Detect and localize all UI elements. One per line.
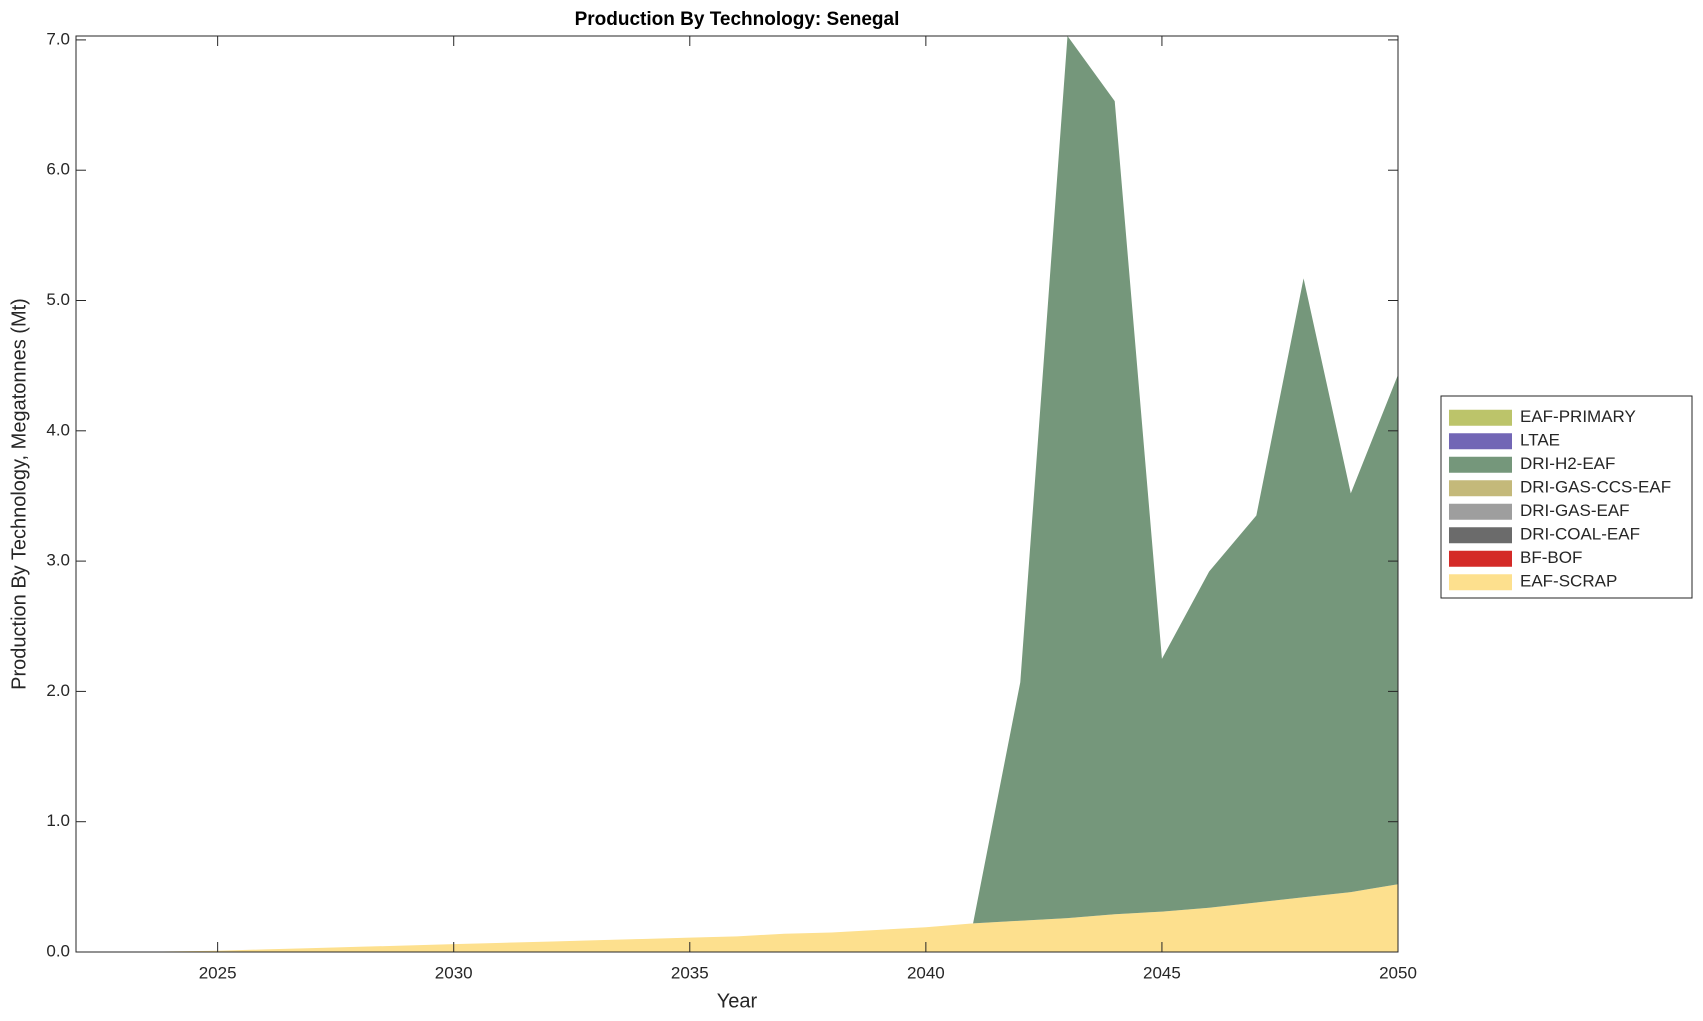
legend-swatch: [1449, 409, 1512, 426]
x-tick-label: 2025: [199, 963, 237, 982]
x-tick-label: 2045: [1143, 963, 1181, 982]
x-tick-label: 2050: [1379, 963, 1417, 982]
y-tick-label: 2.0: [46, 681, 70, 700]
legend-box: [1440, 395, 1693, 599]
y-tick-label: 7.0: [46, 29, 70, 48]
x-tick-label: 2040: [907, 963, 945, 982]
legend-label: BF-BOF: [1520, 548, 1582, 567]
legend-swatch: [1449, 574, 1512, 591]
legend-swatch: [1449, 550, 1512, 567]
legend-swatch: [1449, 503, 1512, 520]
area: [76, 884, 1398, 952]
legend-swatch: [1449, 456, 1512, 473]
legend-label: EAF-PRIMARY: [1520, 407, 1636, 426]
legend-swatch: [1449, 527, 1512, 544]
y-tick-label: 3.0: [46, 551, 70, 570]
legend-swatch: [1449, 480, 1512, 497]
legend-label: DRI-GAS-EAF: [1520, 501, 1630, 520]
chart-title: Production By Technology: Senegal: [575, 9, 900, 30]
legend-label: DRI-COAL-EAF: [1520, 525, 1640, 544]
y-tick-label: 5.0: [46, 290, 70, 309]
y-axis-label: Production By Technology, Megatonnes (Mt…: [8, 298, 30, 690]
x-tick-label: 2030: [435, 963, 473, 982]
y-tick-label: 1.0: [46, 811, 70, 830]
y-tick-label: 0.0: [46, 941, 70, 960]
y-tick-label: 6.0: [46, 160, 70, 179]
legend-label: DRI-GAS-CCS-EAF: [1520, 478, 1671, 497]
x-tick-label: 2035: [671, 963, 709, 982]
legend-label: EAF-SCRAP: [1520, 572, 1617, 591]
legend-label: DRI-H2-EAF: [1520, 454, 1615, 473]
plot-frame: [75, 35, 1399, 953]
legend-label: LTAE: [1520, 431, 1560, 450]
y-tick-label: 4.0: [46, 420, 70, 439]
area: [76, 36, 1398, 952]
x-axis-label: Year: [717, 990, 758, 1012]
legend-swatch: [1449, 433, 1512, 450]
